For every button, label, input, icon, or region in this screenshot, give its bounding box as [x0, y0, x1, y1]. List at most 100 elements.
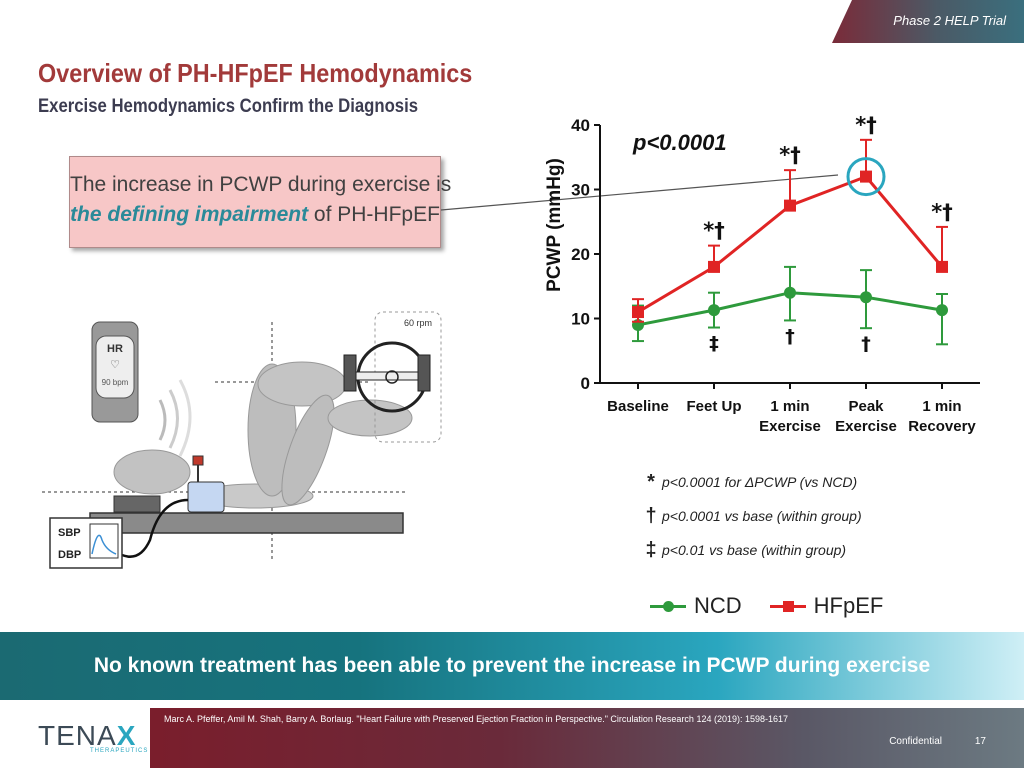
logo-prefix: TENA	[38, 720, 117, 751]
x-tick-label-line2: Recovery	[908, 418, 976, 435]
callout-rest: of PH-HFpEF	[308, 203, 440, 226]
chart-legend: NCD HFpEF	[650, 593, 911, 619]
callout-line1: The increase in PCWP during exercise is	[70, 173, 452, 196]
y-tick-label: 40	[571, 116, 590, 135]
y-tick-label: 30	[571, 181, 590, 200]
hr-watch-face	[95, 335, 135, 399]
footnote-symbol: †	[645, 504, 657, 527]
legend-hfpef-label: HFpEF	[813, 593, 884, 618]
data-point	[708, 260, 720, 273]
significance-marker: †	[861, 333, 871, 355]
callout-box: The increase in PCWP during exercise is …	[69, 156, 452, 248]
bp-waveform	[91, 534, 117, 555]
logo-x: X	[116, 720, 137, 751]
footnote-text: p<0.01 vs base (within group)	[662, 542, 847, 558]
trial-label: Phase 2 HELP Trial	[893, 13, 1006, 28]
p-value-annotation: p<0.0001	[632, 130, 727, 155]
x-tick-label: 1 min	[770, 398, 809, 415]
legend-ncd-label: NCD	[694, 593, 742, 618]
footnote-2: ‡ p<0.01 vs base (within group)	[640, 533, 940, 567]
footnote-text: p<0.0001 vs base (within group)	[662, 508, 862, 524]
significance-marker: *†	[703, 219, 724, 243]
data-point	[936, 304, 948, 317]
x-tick-label-line2: Exercise	[759, 418, 821, 435]
callout-line2: the defining impairment of PH-HFpEF	[70, 203, 440, 227]
pcwp-chart: PCWP (mmHg) p<0.0001 0 10 20 30 40 Baseline Fe…	[544, 113, 980, 435]
hr-value: 90 bpm	[102, 378, 129, 387]
heart-icon: ♡	[110, 358, 120, 371]
hr-label: HR	[107, 343, 123, 355]
data-point	[860, 291, 872, 304]
y-tick-label: 0	[581, 374, 590, 393]
rpm-label: 60 rpm	[404, 318, 432, 328]
logo-wordmark: TENAX	[38, 720, 148, 752]
x-tick-label: Baseline	[607, 398, 669, 415]
patient-head	[113, 449, 191, 495]
bottom-banner: No known treatment has been able to prev…	[0, 632, 1024, 700]
sbp-label: SBP	[58, 527, 81, 539]
patient-lower-leg	[281, 394, 335, 506]
footnote-text: p<0.0001 for ΔPCWP (vs NCD)	[662, 474, 858, 490]
exercise-illustration: 60 rpm HR ♡ 90 bpm SBP DBP	[42, 311, 442, 569]
y-axis-label: PCWP (mmHg)	[544, 158, 565, 292]
footnotes: * p<0.0001 for ΔPCWP (vs NCD) † p<0.0001 v…	[640, 465, 940, 567]
legend-item-ncd: NCD	[650, 593, 742, 619]
data-point	[936, 260, 948, 273]
slide-subtitle: Exercise Hemodynamics Confirm the Diagno…	[38, 96, 419, 117]
exam-table	[89, 512, 404, 534]
pedal-right	[417, 354, 431, 392]
significance-marker: ‡	[709, 333, 719, 355]
x-tick-label: Feet Up	[686, 398, 741, 415]
series-hfpef	[632, 138, 948, 323]
bottom-message: No known treatment has been able to prev…	[93, 654, 931, 677]
y-tick-label: 10	[571, 310, 590, 329]
confidential-label: Confidential	[889, 736, 942, 747]
logo-tagline: THERAPEUTICS	[90, 748, 149, 754]
x-tick-label: Peak	[848, 398, 884, 415]
pedal-hub	[385, 370, 399, 384]
patient-shin	[327, 399, 413, 437]
legend-hfpef-line-icon	[769, 600, 806, 612]
company-logo: TENAX THERAPEUTICS	[38, 720, 148, 754]
x-tick-label: 1 min	[922, 398, 961, 415]
citation-text: Marc A. Pfeffer, Amil M. Shah, Barry A. …	[164, 714, 789, 724]
x-tick-label-line2: Exercise	[835, 418, 897, 435]
significance-marker: *†	[779, 143, 800, 167]
patient-upper-leg	[257, 361, 347, 407]
y-tick-label: 20	[571, 245, 590, 264]
footnote-1: † p<0.0001 vs base (within group)	[640, 499, 940, 533]
legend-ncd-marker-icon	[663, 600, 674, 612]
citation-bar: Marc A. Pfeffer, Amil M. Shah, Barry A. …	[150, 708, 1024, 768]
significance-marker: †	[785, 325, 795, 347]
legend-item-hfpef: HFpEF	[769, 593, 884, 619]
significance-marker: *†	[855, 113, 876, 137]
trial-banner: Phase 2 HELP Trial	[832, 0, 1024, 43]
callout-emphasis: the defining impairment	[70, 203, 309, 226]
data-point	[708, 304, 720, 317]
page-number: 17	[974, 736, 986, 747]
catheter-device	[187, 481, 225, 513]
significance-marker: *†	[931, 200, 952, 224]
signal-wave-1	[158, 399, 167, 441]
signal-wave-2	[168, 389, 179, 449]
head-pad	[113, 495, 161, 513]
data-point	[632, 306, 644, 319]
chart-series: *† *† *† *† ‡ † †	[632, 113, 953, 355]
footnote-symbol: *	[647, 470, 655, 493]
peak-highlight-ring	[846, 157, 886, 197]
footnote-0: * p<0.0001 for ΔPCWP (vs NCD)	[640, 465, 940, 499]
data-point	[860, 170, 872, 183]
slide-title: Overview of PH-HFpEF Hemodynamics	[38, 58, 473, 88]
chart-axes: 0 10 20 30 40 Baseline Feet Up 1 min Exercise Pea…	[571, 116, 980, 435]
legend-hfpef-marker-icon	[782, 600, 794, 612]
series-ncd	[632, 265, 948, 346]
data-point	[784, 199, 796, 212]
data-point	[784, 286, 796, 299]
legend-ncd-line-icon	[650, 600, 686, 612]
signal-wave-3	[178, 379, 192, 457]
dbp-label: DBP	[58, 549, 81, 561]
footnote-symbol: ‡	[645, 538, 657, 561]
pedal-left	[343, 354, 357, 392]
catheter-tip	[192, 455, 204, 466]
